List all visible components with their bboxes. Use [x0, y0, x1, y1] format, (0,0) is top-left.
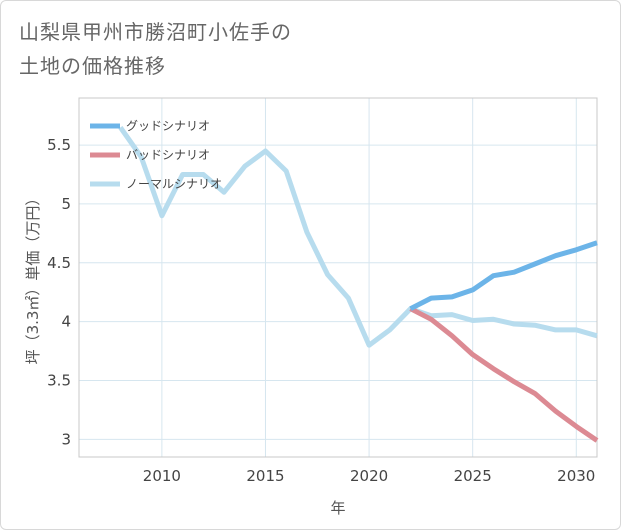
x-tick-label: 2010	[143, 467, 181, 485]
x-axis-ticks: 2010 2015 2020 2025 2030	[143, 467, 596, 485]
chart-title: 山梨県甲州市勝沼町小佐手の 土地の価格推移	[19, 15, 292, 83]
legend-label-1: バッドシナリオ	[126, 148, 210, 162]
y-tick-label: 4	[61, 313, 71, 331]
series-line-1	[409, 306, 599, 443]
series-line-2	[118, 125, 598, 348]
x-tick-label: 2025	[454, 467, 492, 485]
y-tick-label: 5.5	[47, 136, 71, 154]
y-tick-label: 3.5	[47, 371, 71, 389]
plot-area-border	[78, 97, 598, 458]
x-tick-label: 2030	[557, 467, 595, 485]
y-axis-ticks: 3 3.5 4 4.5 5 5.5	[47, 136, 71, 448]
chart-title-line1: 山梨県甲州市勝沼町小佐手の	[19, 20, 292, 44]
chart-title-line2: 土地の価格推移	[19, 54, 166, 78]
x-tick-label: 2015	[246, 467, 284, 485]
legend-label-0: グッドシナリオ	[126, 119, 210, 133]
series-line-0	[409, 240, 598, 311]
y-axis-label: 坪（3.3㎡）単価（万円）	[24, 191, 42, 365]
y-tick-label: 4.5	[47, 254, 71, 272]
x-tick-label: 2020	[350, 467, 388, 485]
series-layer	[118, 125, 599, 443]
x-axis-label: 年	[330, 499, 345, 517]
y-tick-label: 3	[61, 430, 71, 448]
legend-label-2: ノーマルシナリオ	[126, 177, 222, 191]
y-tick-label: 5	[61, 195, 71, 213]
